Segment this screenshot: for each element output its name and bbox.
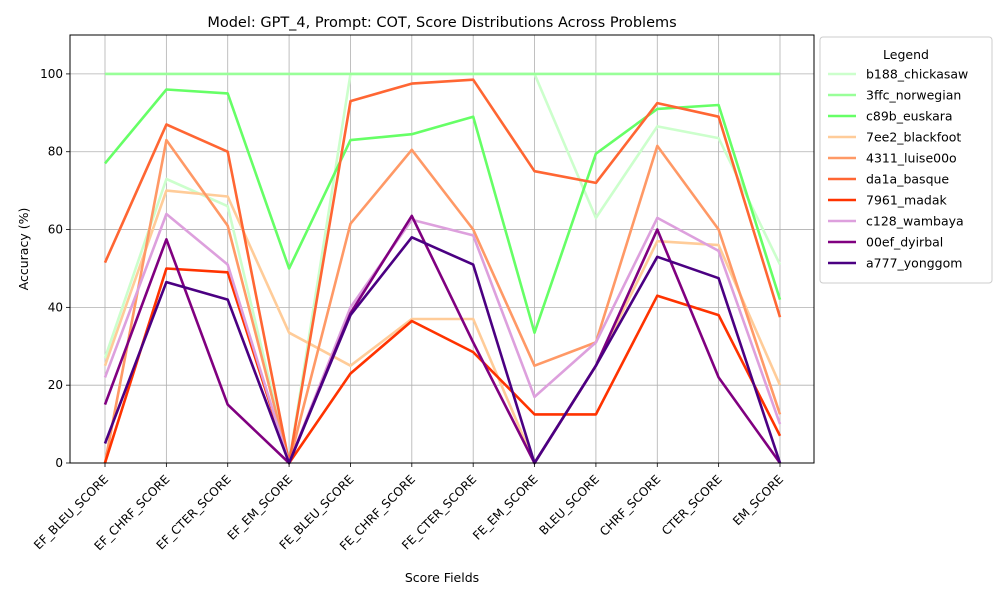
series-line-00ef_dyirbal [103,214,782,465]
y-tick-label: 0 [55,456,63,470]
x-tick-label: EM_SCORE [730,472,786,528]
legend-label: 4311_luise00o [866,151,957,166]
legend-label: c128_wambaya [866,214,964,229]
y-tick-label: 40 [48,300,63,314]
grid [70,35,814,464]
series-line-a777_yonggom [103,236,782,465]
x-tick-label: EF_EM_SCORE [225,472,296,543]
legend-label: 7ee2_blackfoot [866,130,961,145]
series-lines [103,72,782,465]
legend: Legend b188_chickasaw 3ffc_norwegian c89b_… [819,36,993,284]
legend-label: b188_chickasaw [866,67,968,82]
legend-frame [819,36,993,284]
legend-label: 3ffc_norwegian [866,88,961,103]
legend-item-3ffc_norwegian: 3ffc_norwegian [828,88,961,103]
series-line-7961_madak [103,267,782,465]
y-tick-label: 60 [48,223,63,237]
series-line-c89b_euskara [104,88,782,335]
series-line-da1a_basque [103,78,782,465]
series-line-7ee2_blackfoot [103,189,782,465]
plot-frame [69,34,815,464]
x-tick-label: FE_EM_SCORE [470,472,541,543]
x-axis: EF_BLEU_SCOREEF_CHRF_SCOREEF_CTER_SCOREE… [31,463,786,553]
x-axis-title: Score Fields [405,570,479,585]
legend-title: Legend [883,47,929,62]
legend-label: a777_yonggom [866,256,962,271]
y-tick-label: 100 [40,67,63,81]
x-tick-label: CHRF_SCORE [597,472,663,538]
series-line-c128_wambaya [103,212,782,465]
legend-item-c128_wambaya: c128_wambaya [828,214,964,229]
legend-label: 00ef_dyirbal [866,235,943,250]
legend-item-4311_luise00o: 4311_luise00o [828,151,957,166]
legend-label: 7961_madak [866,193,947,208]
legend-items: b188_chickasaw 3ffc_norwegian c89b_euskara… [828,67,968,271]
legend-label: c89b_euskara [866,109,953,124]
chart-title: Model: GPT_4, Prompt: COT, Score Distrib… [207,15,676,31]
y-axis: 0 20 40 60 80 100 [40,67,70,470]
legend-item-7961_madak: 7961_madak [828,193,947,208]
legend-label: da1a_basque [866,172,949,187]
series-line-b188_chickasaw [103,72,782,465]
legend-item-a777_yonggom: a777_yonggom [828,256,962,271]
legend-item-7ee2_blackfoot: 7ee2_blackfoot [828,130,961,145]
series-line-4311_luise00o [103,138,782,465]
legend-item-b188_chickasaw: b188_chickasaw [828,67,968,82]
legend-item-da1a_basque: da1a_basque [828,172,949,187]
y-tick-label: 20 [48,378,63,392]
legend-item-00ef_dyirbal: 00ef_dyirbal [828,235,943,250]
legend-item-c89b_euskara: c89b_euskara [828,109,953,124]
y-axis-title: Accuracy (%) [16,208,31,291]
x-tick-label: CTER_SCORE [659,472,725,538]
y-tick-label: 80 [48,145,63,159]
x-tick-label: BLEU_SCORE [537,472,603,538]
